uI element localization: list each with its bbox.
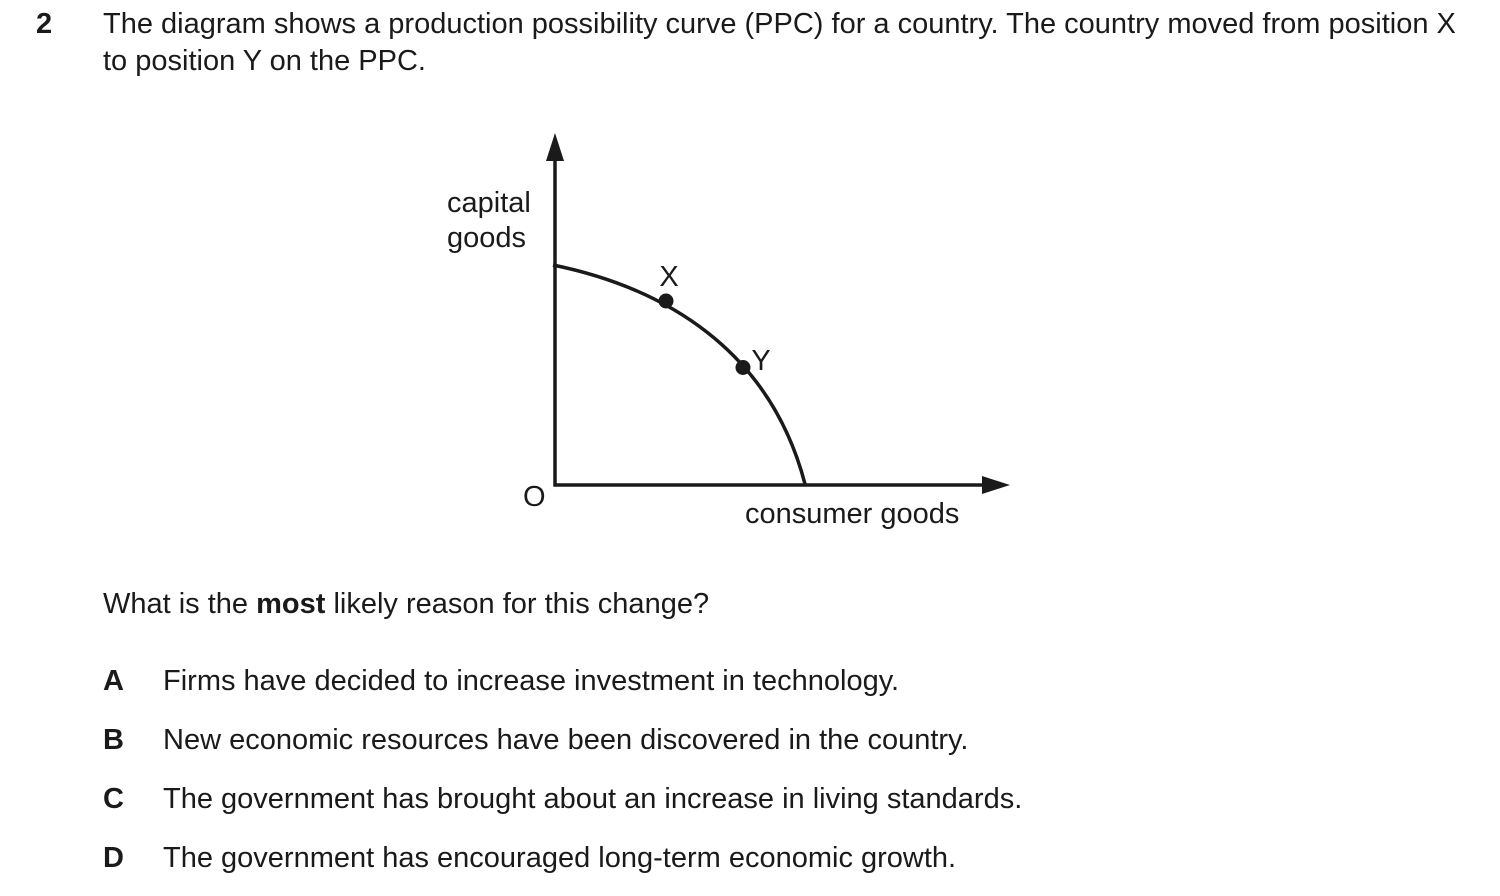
prompt-prefix: What is the [103, 588, 257, 620]
question-stem: The diagram shows a production possibili… [103, 8, 1456, 77]
option-row-a: A Firms have decided to increase investme… [103, 663, 1403, 700]
option-row-b: B New economic resources have been discov… [103, 722, 1403, 759]
ppc-diagram: X Y capital goods O consumer goods [400, 118, 1050, 558]
y-axis-label-line2: goods [447, 222, 526, 254]
question-number: 2 [36, 8, 53, 40]
origin-label: O [523, 481, 546, 513]
x-axis-label: consumer goods [745, 498, 959, 530]
y-axis-label-line1: capital [447, 187, 531, 219]
point-y-dot [735, 360, 751, 375]
option-letter-b: B [103, 724, 124, 756]
prompt-bold-word: most [256, 588, 326, 620]
y-axis-arrowhead-icon [546, 133, 564, 161]
option-letter-a: A [103, 665, 124, 697]
point-y-label: Y [751, 345, 770, 377]
prompt-suffix: likely reason for this change? [325, 588, 710, 620]
option-text-b: New economic resources have been discove… [163, 724, 969, 756]
question-prompt: What is the most likely reason for this … [103, 586, 709, 623]
option-text-d: The government has encouraged long-term … [163, 842, 957, 874]
option-row-d: D The government has encouraged long-term… [103, 840, 1403, 877]
point-x-label: X [659, 261, 678, 293]
ppc-curve [552, 263, 807, 485]
option-text-a: Firms have decided to increase investmen… [163, 665, 900, 697]
option-letter-d: D [103, 842, 124, 874]
option-letter-c: C [103, 783, 124, 815]
point-x-dot [658, 293, 674, 309]
option-row-c: C The government has brought about an inc… [103, 781, 1403, 818]
ppc-diagram-canvas: X Y capital goods O consumer goods [447, 133, 1010, 530]
x-axis-arrowhead-icon [982, 476, 1010, 494]
option-text-c: The government has brought about an incr… [163, 783, 1023, 815]
